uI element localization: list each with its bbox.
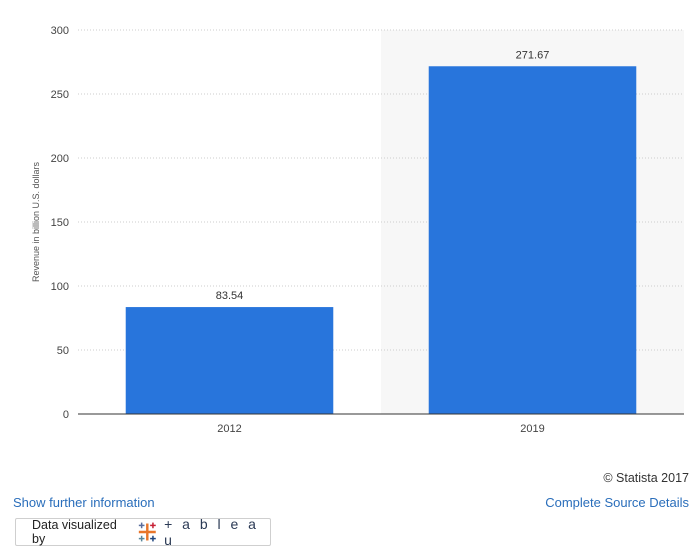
show-further-information-link[interactable]: Show further information bbox=[13, 495, 155, 510]
bar-2019[interactable] bbox=[428, 66, 637, 415]
complete-source-details-link[interactable]: Complete Source Details bbox=[545, 495, 689, 510]
data-labels: 83.54 271.67 bbox=[216, 49, 550, 302]
tableau-badge[interactable]: Data visualized by + a b l e a u bbox=[15, 516, 271, 548]
copyright-credit: © Statista 2017 bbox=[603, 471, 689, 485]
x-tick-label-2019: 2019 bbox=[520, 423, 544, 435]
y-tick-label: 150 bbox=[51, 217, 69, 229]
bar-2012[interactable] bbox=[125, 307, 334, 414]
tableau-prefix-text: Data visualized by bbox=[32, 518, 117, 546]
y-tick-labels: 0 50 100 150 200 250 300 bbox=[51, 25, 69, 421]
y-axis-title: Revenue in billion U.S. dollars bbox=[31, 161, 41, 282]
x-tick-label-2012: 2012 bbox=[217, 423, 241, 435]
y-tick-label: 300 bbox=[51, 25, 69, 37]
y-tick-label: 50 bbox=[57, 345, 69, 357]
y-tick-label: 100 bbox=[51, 281, 69, 293]
bars bbox=[125, 66, 637, 415]
data-label-2019: 271.67 bbox=[516, 49, 550, 61]
y-tick-label: 200 bbox=[51, 153, 69, 165]
tableau-wordmark: + a b l e a u bbox=[164, 516, 259, 548]
y-tick-label: 0 bbox=[63, 409, 69, 421]
y-tick-label: 250 bbox=[51, 89, 69, 101]
tableau-cross-icon bbox=[139, 522, 157, 542]
data-label-2012: 83.54 bbox=[216, 290, 244, 302]
x-tick-labels: 2012 2019 bbox=[217, 423, 544, 435]
